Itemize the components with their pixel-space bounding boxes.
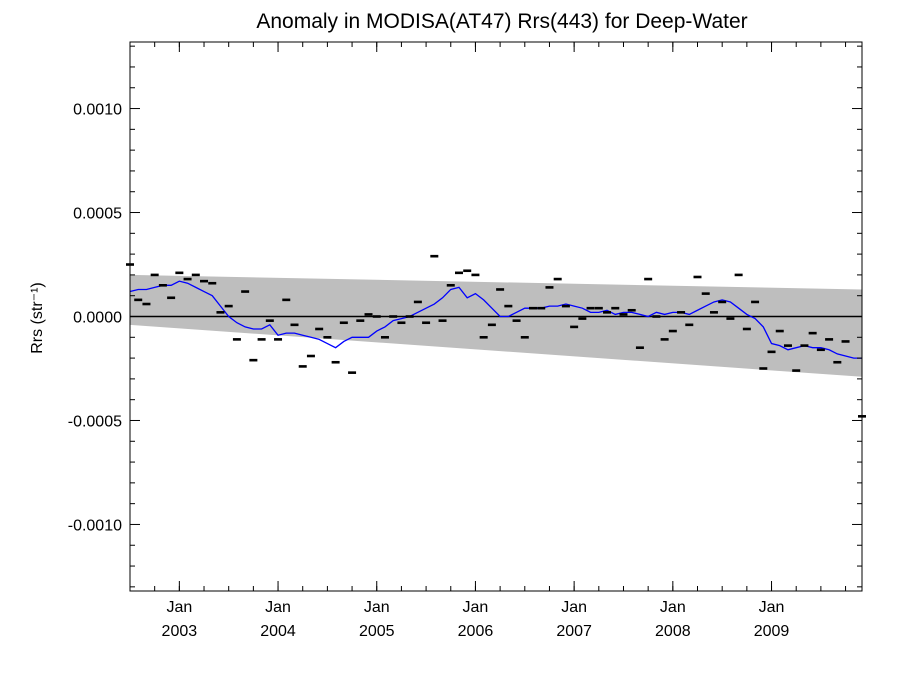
x-tick-label-month: Jan [759,599,785,616]
x-tick-label-year: 2003 [162,623,198,640]
x-tick-label-year: 2006 [458,623,494,640]
chart-title: Anomaly in MODISA(AT47) Rrs(443) for Dee… [256,10,747,33]
y-tick-label: 0.0005 [73,206,122,223]
y-axis-label: Rrs (str⁻¹) [29,282,46,354]
uncertainty-band-layer [130,274,862,377]
y-tick-label: -0.0005 [68,413,122,430]
x-tick-label-month: Jan [265,599,291,616]
running-mean-layer [129,280,862,359]
y-tick-label: 0.0000 [73,310,122,327]
x-tick-label-year: 2004 [260,623,296,640]
axes-layer: Jan 2003 Jan 2004 Jan 2005 Jan 2006 Jan 2007 Jan 20… [68,41,863,640]
x-tick-label-month: Jan [561,599,587,616]
x-tick-label-month: Jan [463,599,489,616]
running-mean-line [129,280,862,359]
uncertainty-band [130,274,862,377]
x-tick-label-year: 2009 [754,623,790,640]
x-tick-label-year: 2005 [359,623,395,640]
monthly-anomaly-layer [126,254,866,418]
x-tick-label-month: Jan [660,599,686,616]
x-tick-label-month: Jan [364,599,390,616]
y-tick-label: 0.0010 [73,102,122,119]
x-tick-label-year: 2007 [556,623,592,640]
x-tick-label-year: 2008 [655,623,691,640]
y-tick-label: -0.0010 [68,517,122,534]
x-tick-label-month: Jan [166,599,192,616]
